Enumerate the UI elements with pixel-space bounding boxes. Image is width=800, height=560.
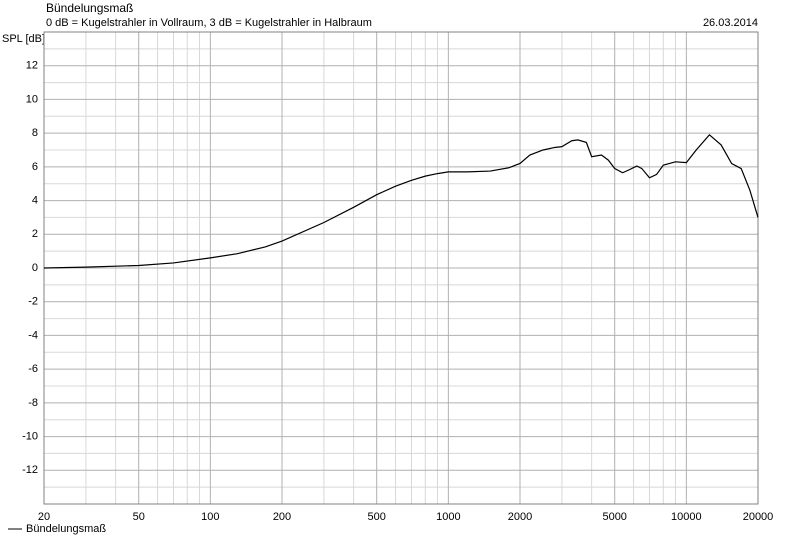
y-tick-label: -6 <box>28 363 38 375</box>
y-tick-label: 10 <box>26 93 38 105</box>
y-tick-label: 8 <box>32 127 38 139</box>
x-tick-label: 50 <box>133 511 145 523</box>
chart-title: Bündelungsmaß <box>46 1 133 15</box>
y-tick-label: -12 <box>22 464 38 476</box>
x-tick-label: 1000 <box>436 511 460 523</box>
y-tick-label: -10 <box>22 430 38 442</box>
y-tick-label: -2 <box>28 296 38 308</box>
chart-date: 26.03.2014 <box>703 17 758 29</box>
y-tick-label: 6 <box>32 161 38 173</box>
y-tick-label: 0 <box>32 262 38 274</box>
y-tick-label: 2 <box>32 228 38 240</box>
x-tick-label: 20000 <box>743 511 774 523</box>
x-tick-label: 10000 <box>671 511 702 523</box>
y-tick-label: -8 <box>28 397 38 409</box>
x-tick-label: 500 <box>368 511 386 523</box>
y-axis-label: SPL [dB] <box>2 33 45 45</box>
y-tick-label: 12 <box>26 60 38 72</box>
x-tick-label: 200 <box>273 511 291 523</box>
y-tick-label: -4 <box>28 329 38 341</box>
x-tick-label: 5000 <box>602 511 626 523</box>
chart-subtitle: 0 dB = Kugelstrahler in Vollraum, 3 dB =… <box>46 17 372 29</box>
data-line <box>43 133 759 269</box>
legend-label: Bündelungsmaß <box>26 523 106 535</box>
y-tick-label: 4 <box>32 194 38 206</box>
x-tick-label: 2000 <box>508 511 532 523</box>
x-tick-label: 20 <box>38 511 50 523</box>
x-tick-label: 100 <box>201 511 219 523</box>
